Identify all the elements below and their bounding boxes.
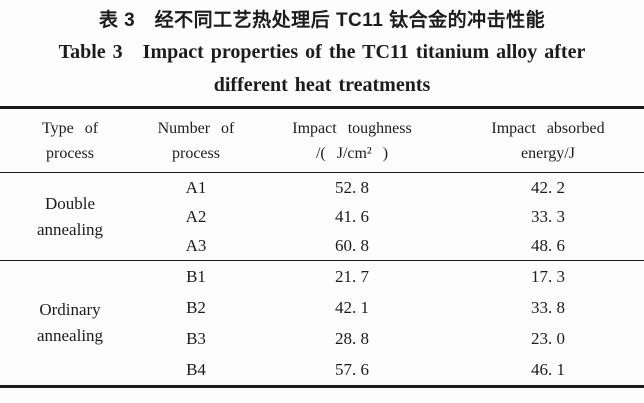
header-line: Number of bbox=[157, 120, 235, 137]
process-number-cell: A2 bbox=[185, 206, 207, 226]
header-row: Type of process Number of process Impact… bbox=[0, 108, 644, 173]
header-line: process bbox=[46, 145, 94, 162]
process-type-label: Double annealing bbox=[36, 193, 104, 239]
process-number-cell: B2 bbox=[186, 297, 206, 317]
table-row: B2 42. 1 33. 8 bbox=[0, 292, 644, 323]
impact-properties-table: Type of process Number of process Impact… bbox=[0, 106, 644, 388]
process-type-cell: Double annealing bbox=[0, 173, 140, 261]
group-double-annealing: Double annealing A1 52. 8 42. 2 A2 41. 6… bbox=[0, 173, 644, 261]
group-ordinary-annealing: Ordinary annealing B1 21. 7 17. 3 B2 42.… bbox=[0, 261, 644, 387]
impact-toughness-cell: 57. 6 bbox=[335, 359, 369, 379]
impact-toughness-cell: 28. 8 bbox=[335, 328, 369, 348]
table-caption-en: Table 3 Impact properties of the TC11 ti… bbox=[0, 36, 644, 102]
header-line: /( J/cm² ) bbox=[315, 145, 389, 162]
process-type-label: Ordinary annealing bbox=[36, 300, 104, 345]
col-header-type-of-process: Type of process bbox=[0, 108, 140, 173]
table-row: A2 41. 6 33. 3 bbox=[0, 202, 644, 231]
header-line: Type of bbox=[41, 120, 99, 137]
header-line: Impact toughness bbox=[292, 120, 412, 137]
process-number-cell: A3 bbox=[185, 235, 207, 255]
header-line: energy/J bbox=[521, 145, 575, 162]
table-row: B4 57. 6 46. 1 bbox=[0, 354, 644, 387]
table-caption-zh: 表 3 经不同工艺热处理后 TC11 钛合金的冲击性能 bbox=[98, 10, 546, 31]
table-row: A3 60. 8 48. 6 bbox=[0, 231, 644, 261]
impact-energy-cell: 48. 6 bbox=[531, 235, 565, 255]
impact-energy-cell: 17. 3 bbox=[531, 266, 565, 286]
col-header-number-of-process: Number of process bbox=[140, 108, 252, 173]
impact-toughness-cell: 21. 7 bbox=[335, 266, 369, 286]
impact-toughness-cell: 42. 1 bbox=[335, 297, 369, 317]
table-row: Ordinary annealing B1 21. 7 17. 3 bbox=[0, 261, 644, 346]
impact-energy-cell: 33. 8 bbox=[531, 297, 565, 317]
impact-energy-cell: 46. 1 bbox=[531, 359, 565, 379]
impact-toughness-cell: 60. 8 bbox=[335, 235, 369, 255]
header-line: Impact absorbed bbox=[491, 120, 605, 137]
impact-toughness-cell: 52. 8 bbox=[335, 177, 369, 197]
process-type-cell: Ordinary annealing bbox=[0, 261, 140, 387]
table-caption-en-line2: different heat treatments bbox=[213, 74, 431, 96]
process-number-cell: B4 bbox=[186, 359, 206, 379]
table-caption-en-line1: Table 3 Impact properties of the TC11 ti… bbox=[58, 41, 586, 63]
table-row: Double annealing A1 52. 8 42. 2 bbox=[0, 173, 644, 239]
process-number-cell: A1 bbox=[185, 177, 207, 197]
header-line: process bbox=[172, 145, 220, 162]
table-header: Type of process Number of process Impact… bbox=[0, 108, 644, 173]
impact-toughness-cell: 41. 6 bbox=[335, 206, 369, 226]
table-row: B3 28. 8 23. 0 bbox=[0, 323, 644, 354]
col-header-impact-absorbed-energy: Impact absorbed energy/J bbox=[452, 108, 644, 173]
process-number-cell: B3 bbox=[186, 328, 206, 348]
col-header-impact-toughness: Impact toughness /( J/cm² ) bbox=[252, 108, 452, 173]
impact-energy-cell: 23. 0 bbox=[531, 328, 565, 348]
impact-energy-cell: 42. 2 bbox=[531, 177, 565, 197]
impact-energy-cell: 33. 3 bbox=[531, 206, 565, 226]
process-number-cell: B1 bbox=[186, 266, 206, 286]
